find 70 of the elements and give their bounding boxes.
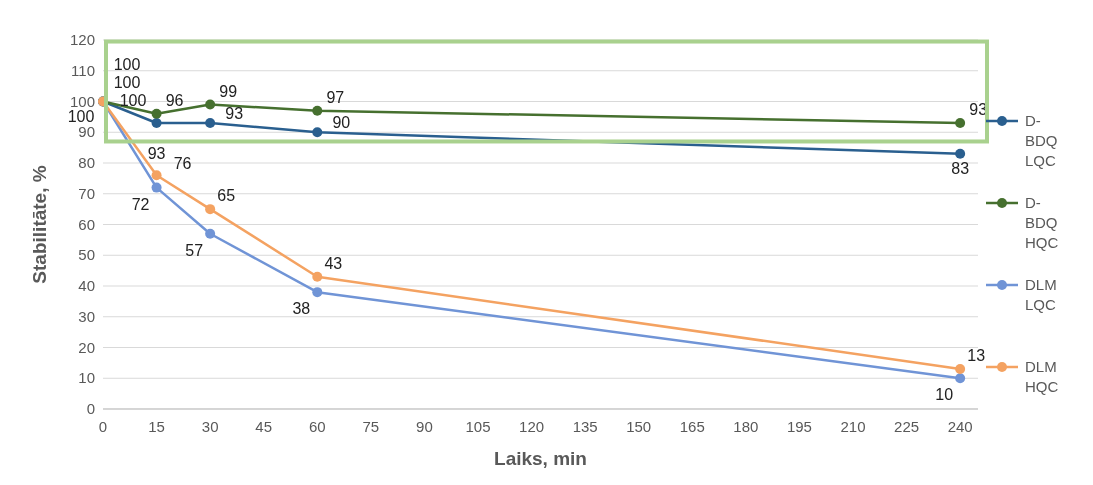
point bbox=[205, 204, 216, 215]
data-label: 93 bbox=[225, 105, 244, 123]
data-label: 100 bbox=[113, 73, 141, 91]
data-label: 93 bbox=[147, 145, 166, 163]
x-tick-label: 60 bbox=[308, 418, 326, 435]
point bbox=[205, 99, 216, 110]
data-label: 99 bbox=[219, 82, 238, 100]
point bbox=[955, 148, 966, 159]
data-label: 97 bbox=[326, 88, 345, 106]
x-tick-label: 75 bbox=[362, 418, 380, 435]
y-tick-label: 40 bbox=[78, 277, 95, 294]
y-tick-label: 100 bbox=[69, 92, 95, 110]
point bbox=[312, 271, 323, 282]
point bbox=[312, 127, 323, 138]
x-tick-label: 225 bbox=[894, 418, 920, 435]
x-tick-label: 165 bbox=[679, 418, 705, 435]
x-tick-label: 45 bbox=[255, 418, 273, 435]
x-tick-label: 135 bbox=[572, 418, 598, 435]
y-tick-label: 90 bbox=[78, 123, 95, 141]
point bbox=[205, 228, 216, 239]
y-tick-label: 10 bbox=[78, 369, 95, 387]
data-label: 43 bbox=[324, 254, 343, 272]
x-tick-label: 120 bbox=[519, 418, 545, 435]
point bbox=[205, 118, 216, 129]
data-label: 83 bbox=[951, 159, 970, 177]
point bbox=[955, 373, 966, 384]
data-label: 100 bbox=[113, 55, 141, 73]
point bbox=[955, 364, 966, 375]
data-label: 100 bbox=[119, 91, 147, 109]
data-label: 57 bbox=[185, 241, 204, 259]
point bbox=[151, 108, 162, 119]
y-tick-label: 110 bbox=[71, 61, 95, 79]
data-label: 65 bbox=[217, 187, 236, 205]
x-tick-label: 210 bbox=[840, 418, 866, 435]
y-tick-label: 70 bbox=[78, 184, 95, 202]
x-tick-label: 150 bbox=[626, 418, 652, 435]
point bbox=[312, 287, 323, 298]
y-tick-label: 80 bbox=[78, 154, 95, 171]
legend-label: DLM LQC bbox=[1025, 276, 1057, 313]
legend-label: D-BDQ LQC bbox=[1025, 112, 1058, 169]
x-tick-label: 90 bbox=[416, 418, 433, 435]
x-tick-label: 30 bbox=[201, 418, 219, 435]
y-tick-label: 0 bbox=[86, 400, 95, 417]
data-label: 90 bbox=[332, 114, 351, 132]
y-tick-label: 20 bbox=[78, 338, 95, 356]
point bbox=[312, 105, 323, 116]
y-tick-label: 50 bbox=[78, 246, 95, 264]
x-tick-label: 195 bbox=[786, 418, 812, 435]
x-tick-label: 15 bbox=[148, 418, 165, 435]
x-tick-label: 240 bbox=[947, 418, 973, 435]
x-tick-label: 105 bbox=[465, 418, 491, 435]
data-label: 76 bbox=[173, 155, 192, 173]
data-label: 96 bbox=[165, 91, 184, 109]
point bbox=[151, 118, 162, 129]
x-axis-title: Laiks, min bbox=[494, 448, 587, 469]
x-tick-label: 180 bbox=[733, 418, 759, 435]
data-label: 13 bbox=[967, 347, 986, 365]
data-label: 38 bbox=[292, 300, 311, 318]
y-tick-label: 30 bbox=[78, 307, 95, 325]
point bbox=[955, 118, 966, 129]
legend-label: DLM HQC bbox=[1025, 358, 1059, 395]
legend-label: D-BDQ HQC bbox=[1025, 194, 1059, 251]
point bbox=[151, 182, 162, 193]
data-label: 10 bbox=[935, 386, 954, 404]
x-tick-label: 0 bbox=[98, 418, 108, 435]
data-label: 72 bbox=[131, 195, 150, 213]
point bbox=[151, 170, 162, 181]
y-axis-title: Stabilitāte, % bbox=[29, 165, 50, 284]
y-tick-label: 120 bbox=[69, 31, 95, 48]
y-tick-label: 60 bbox=[78, 215, 95, 233]
